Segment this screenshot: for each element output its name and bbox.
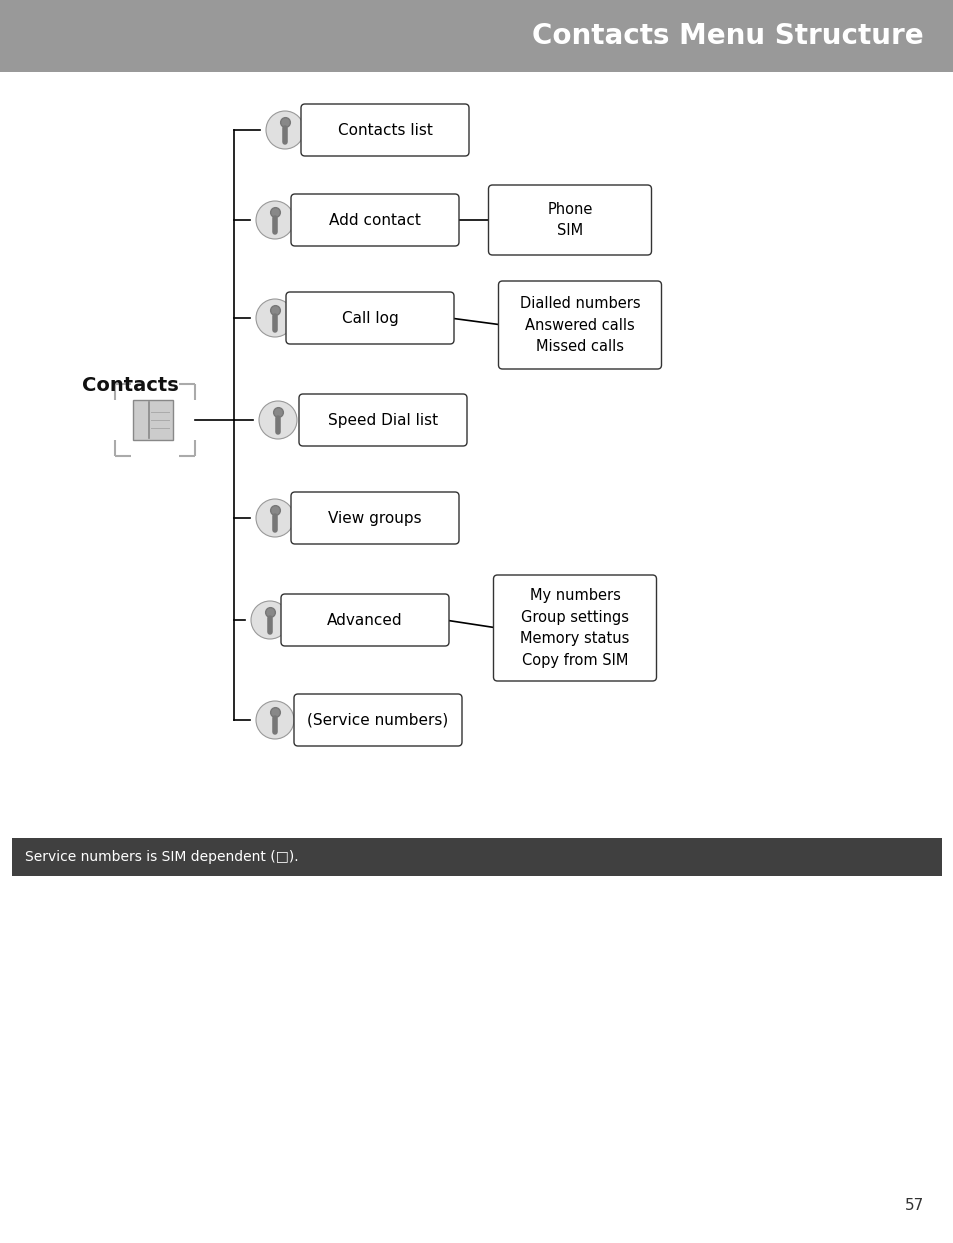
Text: Phone
SIM: Phone SIM bbox=[547, 201, 592, 239]
Ellipse shape bbox=[255, 498, 294, 537]
FancyBboxPatch shape bbox=[298, 394, 467, 446]
FancyBboxPatch shape bbox=[294, 694, 461, 746]
Text: Dialled numbers
Answered calls
Missed calls: Dialled numbers Answered calls Missed ca… bbox=[519, 296, 639, 354]
FancyBboxPatch shape bbox=[291, 492, 458, 544]
FancyBboxPatch shape bbox=[12, 838, 941, 876]
FancyBboxPatch shape bbox=[286, 292, 454, 344]
Text: View groups: View groups bbox=[328, 511, 421, 526]
Ellipse shape bbox=[266, 111, 304, 149]
Text: Service numbers is SIM dependent (□).: Service numbers is SIM dependent (□). bbox=[25, 850, 298, 864]
FancyBboxPatch shape bbox=[493, 576, 656, 681]
Ellipse shape bbox=[258, 401, 296, 439]
Polygon shape bbox=[132, 400, 172, 440]
Text: My numbers
Group settings
Memory status
Copy from SIM: My numbers Group settings Memory status … bbox=[519, 588, 629, 667]
Ellipse shape bbox=[255, 701, 294, 740]
Ellipse shape bbox=[255, 201, 294, 239]
FancyBboxPatch shape bbox=[281, 594, 449, 646]
FancyBboxPatch shape bbox=[301, 104, 469, 157]
Text: Contacts list: Contacts list bbox=[337, 123, 432, 138]
Text: (Service numbers): (Service numbers) bbox=[307, 712, 448, 727]
Text: 57: 57 bbox=[903, 1198, 923, 1213]
Text: Call log: Call log bbox=[341, 311, 398, 326]
Ellipse shape bbox=[255, 300, 294, 337]
Text: Contacts Menu Structure: Contacts Menu Structure bbox=[532, 22, 923, 50]
Text: Advanced: Advanced bbox=[327, 613, 402, 628]
FancyBboxPatch shape bbox=[498, 281, 660, 369]
FancyBboxPatch shape bbox=[291, 194, 458, 246]
Text: Contacts: Contacts bbox=[82, 375, 178, 394]
Text: Add contact: Add contact bbox=[329, 213, 420, 227]
FancyBboxPatch shape bbox=[0, 0, 953, 72]
FancyBboxPatch shape bbox=[488, 185, 651, 255]
Ellipse shape bbox=[251, 602, 289, 639]
Text: Speed Dial list: Speed Dial list bbox=[328, 413, 437, 428]
